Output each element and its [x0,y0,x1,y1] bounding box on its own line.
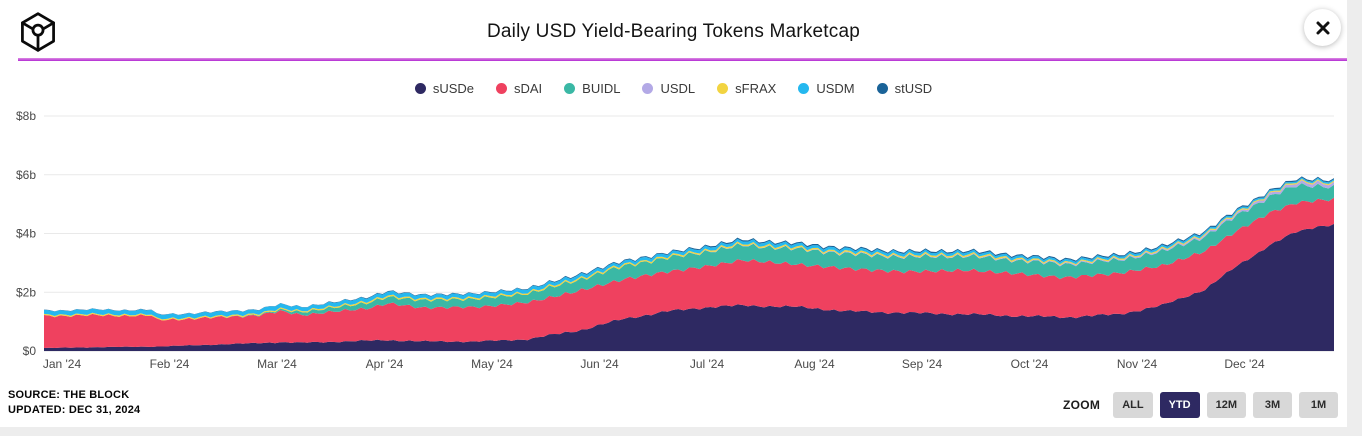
source-line: SOURCE: THE BLOCK [8,389,130,402]
y-tick-label: $4b [16,227,36,241]
legend-dot-USDM [798,83,810,94]
legend-dot-sDAI [496,83,507,94]
legend-label: sUSDe [432,81,474,96]
updated-line: UPDATED: DEC 31, 2024 [8,404,141,417]
x-tick-label: May '24 [471,357,513,371]
legend-item-USDM[interactable]: USDM [798,81,855,96]
legend-item-sFRAX[interactable]: sFRAX [717,81,776,96]
source-attribution: SOURCE: THE BLOCK UPDATED: DEC 31, 2024 [8,388,140,418]
legend-dot-USDL [642,83,654,94]
legend-label: sDAI [514,81,543,96]
zoom-button-ytd[interactable]: YTD [1159,392,1200,418]
x-tick-label: Aug '24 [794,357,835,371]
legend-item-USDL[interactable]: USDL [642,81,695,96]
y-tick-label: $2b [16,285,36,299]
x-tick-label: Nov '24 [1117,357,1158,371]
legend-item-stUSD[interactable]: stUSD [876,81,933,96]
y-tick-label: $0 [23,344,37,358]
zoom-button-12m[interactable]: 12M [1206,392,1246,418]
y-tick-label: $8b [16,109,36,123]
zoom-button-1m[interactable]: 1M [1299,392,1338,418]
legend-dot-stUSD [876,83,888,94]
legend-item-sUSDe[interactable]: sUSDe [414,81,474,96]
brand-divider [18,58,1347,61]
x-tick-label: Mar '24 [257,357,297,371]
x-tick-label: Apr '24 [366,357,404,371]
marketcap-chart[interactable]: $0 $2b $4b $6b $8b Jan '24 Feb '24 Mar '24 Apr '… [0,103,1347,393]
x-tick-label: Feb '24 [150,357,190,371]
legend-dot-sFRAX [717,83,729,94]
zoom-button-all[interactable]: ALL [1113,392,1153,418]
chart-legend: sUSDe sDAI BUIDL USDL sFRAX USDM stUSD [0,81,1347,96]
legend-label: sFRAX [735,81,777,96]
zoom-controls: ZOOM ALL YTD 12M 3M 1M [1063,392,1338,418]
chart-card: Daily USD Yield-Bearing Tokens Marketcap… [0,0,1347,427]
page-title: Daily USD Yield-Bearing Tokens Marketcap [486,21,861,42]
zoom-label: ZOOM [1063,398,1101,412]
legend-item-BUIDL[interactable]: BUIDL [564,81,620,96]
legend-label: USDL [660,81,696,96]
the-block-logo [21,12,55,52]
legend-item-sDAI[interactable]: sDAI [496,81,542,96]
x-tick-label: Jan '24 [43,357,82,371]
close-icon [1316,21,1329,34]
legend-label: BUIDL [582,81,621,96]
y-tick-label: $6b [16,168,36,182]
x-tick-label: Dec '24 [1224,357,1265,371]
zoom-button-3m[interactable]: 3M [1253,392,1292,418]
area-sUSDe[interactable] [44,223,1334,351]
zoom-buttons: ALL YTD 12M 3M 1M [1106,392,1338,418]
area-sDAI[interactable] [44,197,1334,349]
x-tick-label: Sep '24 [902,357,943,371]
close-button[interactable] [1304,9,1341,46]
area-USDM[interactable] [44,177,1334,320]
x-tick-label: Jul '24 [690,357,725,371]
x-tick-label: Jun '24 [580,357,619,371]
legend-label: stUSD [894,81,933,96]
legend-label: USDM [816,81,855,96]
x-tick-label: Oct '24 [1011,357,1049,371]
legend-dot-sUSDe [414,83,426,94]
legend-dot-BUIDL [564,83,576,94]
